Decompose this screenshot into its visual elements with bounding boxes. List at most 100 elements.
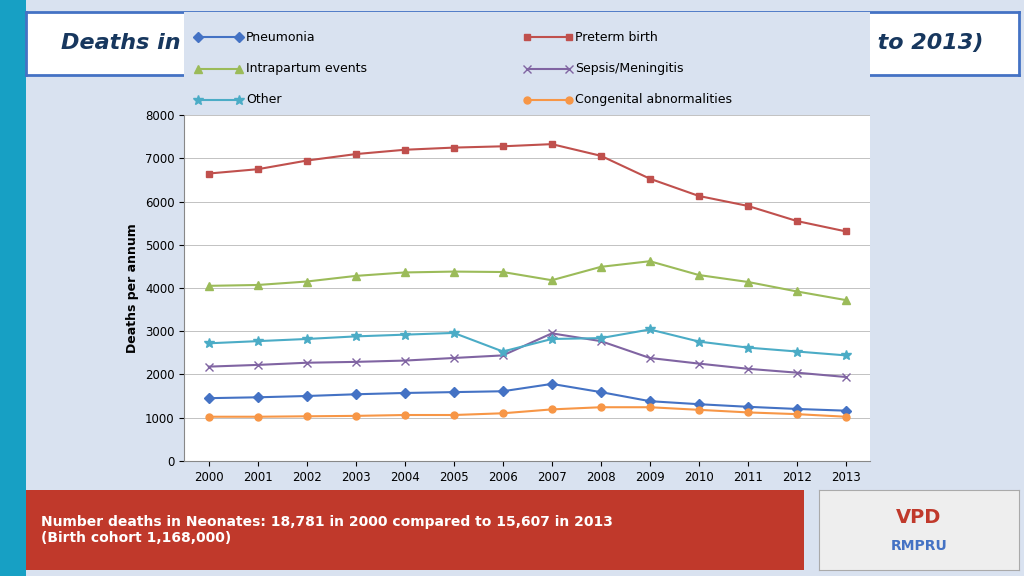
Text: Sepsis/Meningitis: Sepsis/Meningitis <box>575 62 684 75</box>
Pneumonia <box>741 403 754 410</box>
Pneumonia <box>301 393 313 400</box>
Intrapartum events <box>595 263 607 270</box>
Sepsis/Meningitis <box>497 352 509 359</box>
Intrapartum events <box>644 258 656 265</box>
Intrapartum events <box>301 278 313 285</box>
Congenital abnormalities <box>203 414 215 420</box>
Text: Number deaths in Neonates: 18,781 in 2000 compared to 15,607 in 2013
(Birth coho: Number deaths in Neonates: 18,781 in 200… <box>41 515 613 545</box>
Other <box>447 329 460 336</box>
Intrapartum events <box>546 277 558 284</box>
Congenital abnormalities <box>398 411 411 418</box>
Intrapartum events <box>741 279 754 286</box>
Intrapartum events <box>497 268 509 275</box>
Sepsis/Meningitis <box>546 330 558 337</box>
Preterm birth <box>595 153 607 160</box>
Sepsis/Meningitis <box>301 359 313 366</box>
Sepsis/Meningitis <box>203 363 215 370</box>
Intrapartum events <box>447 268 460 275</box>
Sepsis/Meningitis <box>693 360 706 367</box>
Sepsis/Meningitis <box>644 354 656 362</box>
Other <box>350 333 362 340</box>
Preterm birth <box>741 202 754 209</box>
Intrapartum events <box>252 282 264 289</box>
Congenital abnormalities <box>301 413 313 420</box>
Preterm birth <box>693 192 706 199</box>
Other <box>644 326 656 333</box>
Congenital abnormalities <box>497 410 509 417</box>
Other <box>791 348 803 355</box>
Congenital abnormalities <box>595 404 607 411</box>
Preterm birth <box>252 166 264 173</box>
Pneumonia <box>546 381 558 388</box>
Line: Pneumonia: Pneumonia <box>206 380 849 414</box>
Sepsis/Meningitis <box>840 374 852 381</box>
Line: Preterm birth: Preterm birth <box>206 141 849 235</box>
Line: Other: Other <box>204 325 851 360</box>
Preterm birth <box>546 141 558 147</box>
Congenital abnormalities <box>350 412 362 419</box>
Y-axis label: Deaths per annum: Deaths per annum <box>126 223 139 353</box>
Congenital abnormalities <box>741 409 754 416</box>
Intrapartum events <box>693 271 706 278</box>
Intrapartum events <box>840 297 852 304</box>
Preterm birth <box>447 144 460 151</box>
Pneumonia <box>693 401 706 408</box>
Sepsis/Meningitis <box>252 362 264 369</box>
Other <box>398 331 411 338</box>
Intrapartum events <box>398 269 411 276</box>
Congenital abnormalities <box>546 406 558 413</box>
Pneumonia <box>252 394 264 401</box>
Preterm birth <box>301 157 313 164</box>
Congenital abnormalities <box>447 411 460 418</box>
Pneumonia <box>791 406 803 412</box>
Preterm birth <box>203 170 215 177</box>
Preterm birth <box>350 150 362 157</box>
Line: Intrapartum events: Intrapartum events <box>205 257 850 304</box>
Intrapartum events <box>350 272 362 279</box>
Sepsis/Meningitis <box>791 369 803 376</box>
Text: Pneumonia: Pneumonia <box>246 31 315 44</box>
Pneumonia <box>447 389 460 396</box>
Other <box>203 340 215 347</box>
Congenital abnormalities <box>791 411 803 418</box>
Preterm birth <box>791 218 803 225</box>
Preterm birth <box>497 143 509 150</box>
Preterm birth <box>644 175 656 182</box>
Other <box>546 335 558 342</box>
Other <box>252 338 264 344</box>
Sepsis/Meningitis <box>350 358 362 365</box>
Other <box>741 344 754 351</box>
X-axis label: Year: Year <box>510 489 545 503</box>
Pneumonia <box>840 407 852 414</box>
Congenital abnormalities <box>840 414 852 420</box>
Sepsis/Meningitis <box>741 365 754 372</box>
Text: Deaths in South African Children Under One Month of Age (2000 to 2013): Deaths in South African Children Under O… <box>61 33 983 53</box>
Intrapartum events <box>791 288 803 295</box>
Other <box>595 335 607 342</box>
Congenital abnormalities <box>693 407 706 414</box>
Text: Congenital abnormalities: Congenital abnormalities <box>575 93 732 106</box>
Pneumonia <box>203 395 215 401</box>
Congenital abnormalities <box>252 414 264 420</box>
Congenital abnormalities <box>644 404 656 411</box>
Other <box>497 348 509 355</box>
Preterm birth <box>398 146 411 153</box>
Intrapartum events <box>203 282 215 289</box>
Text: VPD: VPD <box>896 509 942 527</box>
Pneumonia <box>595 389 607 396</box>
Sepsis/Meningitis <box>398 357 411 364</box>
Other <box>693 338 706 345</box>
Line: Sepsis/Meningitis: Sepsis/Meningitis <box>205 329 850 381</box>
Preterm birth <box>840 228 852 235</box>
Text: Preterm birth: Preterm birth <box>575 31 658 44</box>
Pneumonia <box>644 397 656 404</box>
Line: Congenital abnormalities: Congenital abnormalities <box>206 404 849 420</box>
Text: Other: Other <box>246 93 282 106</box>
Pneumonia <box>497 388 509 395</box>
Text: RMPRU: RMPRU <box>891 539 947 553</box>
Text: Intrapartum events: Intrapartum events <box>246 62 367 75</box>
Sepsis/Meningitis <box>595 338 607 344</box>
Pneumonia <box>350 391 362 397</box>
Other <box>301 335 313 342</box>
Pneumonia <box>398 389 411 396</box>
